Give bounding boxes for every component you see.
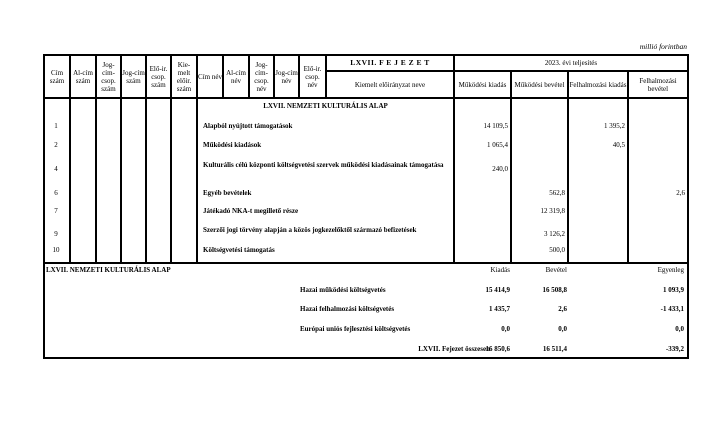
summary-row-label: Hazai felhalmozási költségvetés bbox=[300, 305, 395, 313]
summary-value: -339,2 bbox=[665, 345, 684, 353]
row-name: Kulturális célú központi költségvetési s… bbox=[203, 161, 444, 169]
row-name: Működési kiadások bbox=[203, 141, 262, 149]
row-name: Játékadó NKA-t megillető része bbox=[203, 207, 299, 215]
column-header: Al-cím név bbox=[226, 68, 246, 85]
summary-column-header: Bevétel bbox=[545, 266, 567, 274]
column-header: Elő-ir. csop. név bbox=[303, 64, 322, 89]
summary-value: 0,0 bbox=[501, 325, 510, 333]
unit-note: millió forintban bbox=[639, 42, 687, 51]
table-border bbox=[43, 54, 689, 56]
divider bbox=[298, 54, 300, 97]
row-value: 14 109,5 bbox=[483, 122, 509, 130]
column-header: Kiemelt előirányzat neve bbox=[354, 80, 426, 89]
column-header: Működési kiadás bbox=[458, 80, 507, 89]
cim-number: 6 bbox=[54, 189, 58, 197]
summary-value: 16 511,4 bbox=[542, 345, 567, 353]
cim-number: 1 bbox=[54, 122, 58, 130]
summary-row-label: Európai uniós fejlesztési költségvetés bbox=[300, 325, 411, 333]
cim-number: 7 bbox=[54, 207, 58, 215]
row-name: Alapból nyújtott támogatások bbox=[203, 122, 293, 130]
divider bbox=[170, 54, 172, 262]
divider bbox=[222, 54, 224, 97]
row-value: 1 395,2 bbox=[604, 122, 625, 130]
table-border bbox=[687, 54, 689, 359]
table-border bbox=[43, 357, 689, 359]
divider bbox=[196, 54, 198, 262]
column-header: Jog-cím-csop. név bbox=[254, 60, 269, 93]
summary-value: 16 508,8 bbox=[542, 286, 568, 294]
summary-value: 2,6 bbox=[558, 305, 567, 313]
summary-value: 1 435,7 bbox=[489, 305, 510, 313]
divider bbox=[43, 97, 687, 99]
summary-row-label: LXVII. Fejezet összesen bbox=[418, 345, 490, 353]
row-value: 1 065,4 bbox=[487, 141, 508, 149]
divider bbox=[453, 54, 455, 262]
cim-number: 9 bbox=[54, 230, 58, 238]
column-header: Al-cím szám bbox=[73, 68, 93, 85]
row-value: 3 126,2 bbox=[544, 230, 565, 238]
section-title: LXVII. NEMZETI KULTURÁLIS ALAP bbox=[263, 102, 388, 110]
divider bbox=[273, 54, 275, 97]
summary-value: 0,0 bbox=[675, 325, 684, 333]
summary-value: 0,0 bbox=[558, 325, 567, 333]
row-name: Egyéb bevételek bbox=[203, 189, 252, 197]
column-header: Működési bevétel bbox=[514, 80, 565, 89]
column-header: Jog-cím-csop. szám bbox=[101, 60, 116, 93]
divider bbox=[325, 70, 687, 72]
divider bbox=[145, 54, 147, 262]
divider bbox=[120, 54, 122, 262]
column-header: Jog-cím név bbox=[275, 68, 298, 85]
divider bbox=[510, 70, 512, 262]
summary-value: 16 850,6 bbox=[485, 345, 511, 353]
summary-value: 1 093,9 bbox=[663, 286, 684, 294]
row-value: 40,5 bbox=[612, 141, 625, 149]
row-value: 500,0 bbox=[549, 246, 565, 254]
divider bbox=[567, 70, 569, 262]
column-header: Kie-melt előir. szám bbox=[176, 60, 192, 93]
summary-value: -1 433,1 bbox=[660, 305, 684, 313]
divider bbox=[95, 54, 97, 262]
period-header: 2023. évi teljesítés bbox=[544, 59, 598, 67]
summary-row-label: Hazai működési költségvetés bbox=[300, 286, 386, 294]
summary-title: LXVII. NEMZETI KULTURÁLIS ALAP bbox=[46, 266, 171, 274]
summary-column-header: Egyenleg bbox=[657, 266, 684, 274]
row-value: 240,0 bbox=[492, 165, 508, 173]
divider bbox=[627, 70, 629, 262]
row-name: Költségvetési támogatás bbox=[203, 246, 275, 254]
cim-number: 2 bbox=[54, 141, 58, 149]
column-header: Cím név bbox=[198, 72, 222, 81]
column-header: Felhalmozási kiadás bbox=[569, 80, 627, 89]
cim-number: 4 bbox=[54, 165, 58, 173]
row-value: 562,8 bbox=[549, 189, 565, 197]
column-header: Elő-ir. csop. szám bbox=[149, 64, 168, 89]
column-header: Felhalmozási bevétel bbox=[639, 76, 677, 93]
row-value: 12 319,8 bbox=[540, 207, 566, 215]
summary-value: 15 414,9 bbox=[485, 286, 511, 294]
divider bbox=[69, 54, 71, 262]
table-border bbox=[43, 54, 45, 359]
summary-column-header: Kiadás bbox=[490, 266, 510, 274]
row-name: Szerzői jogi törvény alapján a közös jog… bbox=[203, 226, 417, 234]
divider bbox=[325, 54, 327, 97]
divider bbox=[248, 54, 250, 97]
row-value: 2,6 bbox=[676, 189, 685, 197]
column-header: Cím szám bbox=[49, 68, 65, 85]
column-header: Jog-cím szám bbox=[122, 68, 145, 85]
divider bbox=[43, 262, 687, 264]
cim-number: 10 bbox=[52, 246, 60, 254]
chapter-header: LXVII. F E J E Z E T bbox=[350, 58, 430, 67]
